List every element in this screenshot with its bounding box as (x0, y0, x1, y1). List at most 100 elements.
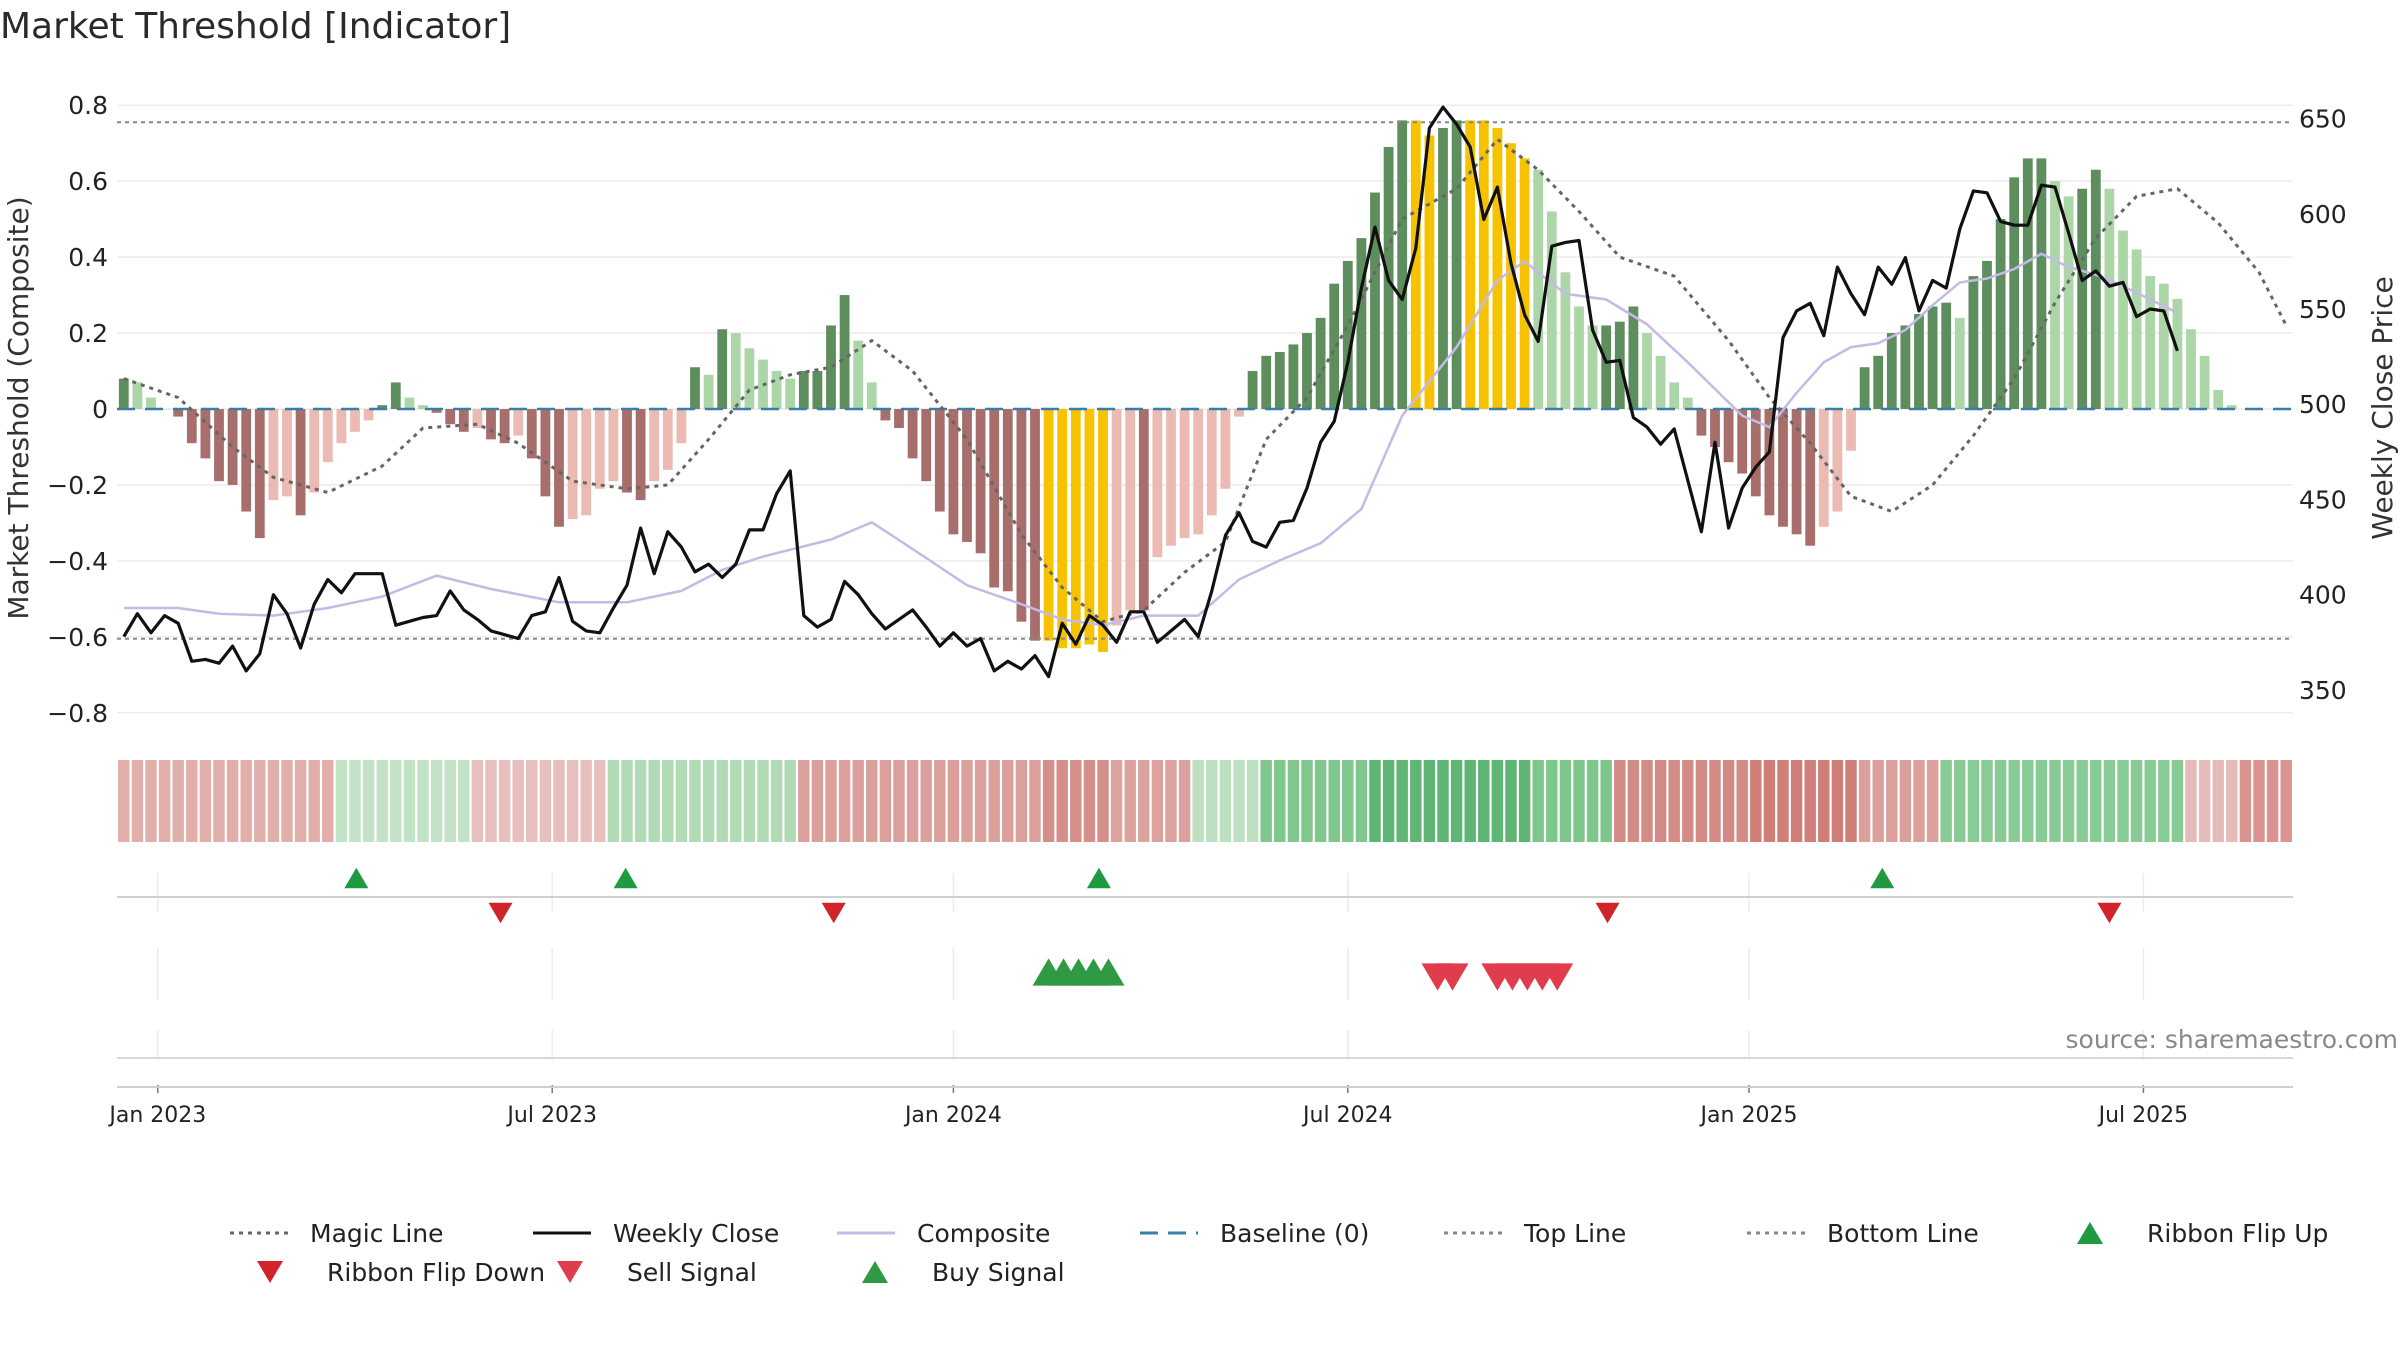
ribbon-cell (1505, 760, 1517, 842)
ribbon-cell (1056, 760, 1068, 842)
ribbon-cell (1532, 760, 1544, 842)
ribbon-cell (145, 760, 157, 842)
ribbon-cell (1437, 760, 1449, 842)
ribbon-cell (2158, 760, 2170, 842)
ribbon-cell (2212, 760, 2224, 842)
ribbon-cell (974, 760, 987, 842)
ribbon-cell (1355, 760, 1368, 842)
composite-bar (676, 409, 687, 444)
legend-label: Buy Signal (932, 1258, 1065, 1287)
y-axis-title-right: Weekly Close Price (2366, 276, 2399, 539)
composite-bar (1914, 314, 1924, 409)
ribbon-cell (784, 760, 796, 842)
composite-bar (1247, 371, 1258, 409)
ribbon-cell (1491, 760, 1504, 842)
composite-bar (2226, 405, 2237, 409)
composite-bar (214, 409, 224, 482)
ribbon-cell (1845, 760, 1857, 842)
legend-item: Composite (837, 1219, 1050, 1248)
ribbon-cell (471, 760, 484, 842)
ribbon-cell (1913, 760, 1925, 842)
composite-bar (1818, 409, 1829, 527)
composite-bar (1805, 409, 1816, 546)
ribbon-cell (1546, 760, 1558, 842)
ribbon-cell (743, 760, 756, 842)
weekly-close-line (122, 105, 2179, 679)
ribbon-band (118, 760, 2292, 842)
ribbon-cell (1967, 760, 1980, 842)
ribbon-cell (485, 760, 497, 842)
ribbon-cell (226, 760, 239, 842)
ribbon-cell (335, 760, 348, 842)
composite-bar (118, 378, 129, 409)
composite-bar (1941, 302, 1952, 409)
ribbon-cell (1070, 760, 1082, 842)
composite-bar (1574, 306, 1584, 409)
ribbon-cell (689, 760, 701, 842)
ribbon-cell (566, 760, 579, 842)
ribbon-cell (1831, 760, 1844, 842)
composite-bar (1206, 409, 1217, 516)
composite-bar (2022, 158, 2033, 409)
ribbon-cell (2103, 760, 2116, 842)
ribbon-cell (2130, 760, 2143, 842)
ribbon-cell (417, 760, 429, 842)
ribbon-cell (1192, 760, 1204, 842)
ribbon-cell (2266, 760, 2279, 842)
composite-bar (608, 409, 619, 482)
ribbon-cell (1097, 760, 1109, 842)
ribbon-flip-up-marker (613, 867, 638, 889)
ribbon-cell (1260, 760, 1272, 842)
composite-bar (635, 409, 646, 501)
composite-bar (1016, 409, 1027, 622)
composite-bar (486, 409, 496, 440)
ribbon-cell (403, 760, 416, 842)
composite-bar (1329, 283, 1340, 409)
legend-marker-icon (557, 1260, 583, 1284)
ribbon-cell (1124, 760, 1136, 842)
ribbon-flip-up-marker (344, 867, 369, 889)
composite-bar (186, 409, 197, 444)
composite-bar (363, 409, 374, 421)
ribbon-cell (920, 760, 932, 842)
composite-bar (703, 374, 714, 409)
composite-bar (1873, 355, 1884, 409)
ribbon-cell (1029, 760, 1041, 842)
composite-bar (2131, 249, 2142, 409)
ribbon-cell (2253, 760, 2265, 842)
sell-signal-marker (1436, 963, 1469, 991)
composite-bar (1642, 333, 1652, 409)
ribbon-cell (893, 760, 905, 842)
composite-bar (1179, 409, 1190, 539)
composite-bar (445, 409, 456, 425)
composite-bar (200, 409, 211, 459)
composite-bar (1832, 409, 1843, 512)
axes: 0.8 0.6 0.4 0.2 0 −0.2 −0.4 −0.6 −0.8 650 600 550 50… (47, 91, 2346, 1128)
composite-bar (2036, 158, 2047, 409)
composite-bar (1288, 344, 1299, 409)
composite-bar (2158, 283, 2169, 409)
composite-bar (880, 409, 891, 421)
ribbon-cell (2076, 760, 2088, 842)
ribbon-cell (634, 760, 647, 842)
composite-bar (173, 409, 184, 417)
composite-bar (1601, 325, 1612, 409)
ribbon-cell (1818, 760, 1830, 842)
composite-bar (1084, 409, 1095, 645)
composite-bar (540, 409, 551, 497)
ribbon-cell (512, 760, 524, 842)
composite-bar (2186, 329, 2196, 409)
y-tick-label: −0.8 (47, 699, 108, 728)
ribbon-cell (294, 760, 307, 842)
composite-bar (1710, 409, 1720, 447)
ribbon-cell (2062, 760, 2075, 842)
x-tick-label: Jan 2025 (1699, 1103, 1798, 1128)
legend-item: Ribbon Flip Up (2077, 1219, 2328, 1248)
composite-bar (649, 409, 660, 482)
signal-markers (344, 867, 2122, 991)
ribbon-cell (1573, 760, 1585, 842)
ribbon-cell (526, 760, 538, 842)
y2-tick-label: 450 (2299, 485, 2347, 514)
ribbon-cell (2090, 760, 2102, 842)
